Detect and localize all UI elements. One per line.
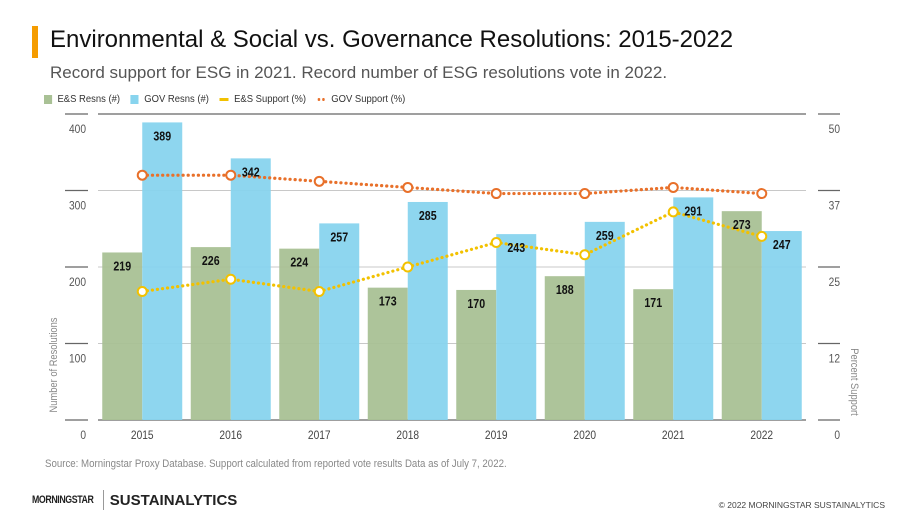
point-gov-support (136, 169, 148, 181)
bar-es-resns (102, 252, 143, 420)
legend-swatch-es-resns (44, 94, 53, 104)
y-axis-label: Number of Resolutions (48, 318, 60, 413)
y2-tick-label: 0 (834, 429, 840, 442)
y-tick-label: 300 (69, 200, 86, 213)
x-tick-label: 2016 (219, 429, 242, 442)
source-note: Source: Morningstar Proxy Database. Supp… (45, 458, 507, 470)
bar-gov-resns (407, 201, 448, 420)
data-label-gov-resns: 291 (684, 205, 702, 219)
logo-divider (102, 490, 104, 510)
bar-gov-resns (584, 221, 625, 420)
point-gov-support (402, 181, 414, 193)
point-es-support (490, 237, 502, 249)
data-labels: 219 226 224 173 170 188 171 273 389 342 257 285 243 2… (113, 130, 790, 312)
bar-es-resns (633, 289, 674, 420)
legend-label: GOV Support (%) (331, 93, 406, 105)
bar-es-resns (544, 276, 585, 420)
legend-item-gov-support: GOV Support (%) (316, 93, 406, 105)
bar-gov-resns (230, 158, 271, 420)
bar-es-resns (456, 289, 497, 420)
point-gov-support (667, 181, 679, 193)
data-label-es-resns: 219 (113, 260, 131, 274)
bar-es-resns (367, 287, 408, 420)
point-es-support (313, 285, 325, 297)
bars (102, 122, 802, 420)
bar-gov-resns (142, 122, 183, 420)
legend-swatch-es-support (219, 97, 229, 101)
x-tick-label: 2020 (573, 429, 596, 442)
data-label-es-resns: 224 (290, 256, 308, 270)
point-es-support (756, 230, 768, 242)
data-label-es-resns: 273 (733, 218, 751, 232)
bar-es-resns (279, 248, 320, 420)
point-gov-support (313, 175, 325, 187)
legend-item-gov-resns: GOV Resns (#) (130, 93, 209, 105)
morningstar-logo: MORNINGSTAR (32, 494, 94, 506)
x-tick-label: 2018 (396, 429, 419, 442)
y2-tick-label: 12 (829, 353, 840, 366)
data-label-es-resns: 226 (202, 254, 220, 268)
point-gov-support (490, 188, 502, 200)
legend: E&S Resns (#) GOV Resns (#) E&S Support … (44, 93, 405, 105)
point-gov-support (756, 188, 768, 200)
data-label-gov-resns: 285 (419, 209, 437, 223)
data-label-gov-resns: 257 (330, 231, 348, 245)
bar-es-resns (721, 211, 762, 420)
y-tick-label: 400 (69, 123, 86, 136)
chart-title: Environmental & Social vs. Governance Re… (50, 26, 734, 53)
data-label-es-resns: 171 (644, 296, 662, 310)
x-tick-label: 2017 (308, 429, 331, 442)
brand-logo: MORNINGSTAR SUSTAINALYTICS (32, 490, 237, 510)
support-lines (136, 169, 768, 297)
data-label-es-resns: 170 (467, 297, 485, 311)
y2-tick-label: 50 (829, 123, 840, 136)
point-gov-support (225, 169, 237, 181)
data-label-es-resns: 188 (556, 283, 574, 297)
data-label-gov-resns: 247 (773, 238, 791, 252)
legend-label: E&S Resns (#) (57, 93, 121, 105)
copyright: © 2022 MORNINGSTAR SUSTAINALYTICS (718, 500, 885, 510)
data-label-es-resns: 173 (379, 295, 397, 309)
legend-item-es-resns: E&S Resns (#) (44, 93, 120, 105)
point-es-support (136, 285, 148, 297)
y2-tick-label: 37 (829, 200, 840, 213)
x-tick-label: 2015 (131, 429, 154, 442)
x-tick-label: 2021 (662, 429, 685, 442)
point-gov-support (579, 188, 591, 200)
point-es-support (667, 206, 679, 218)
bar-gov-resns (496, 234, 537, 420)
y2-tick-label: 25 (829, 276, 840, 289)
legend-label: GOV Resns (#) (144, 93, 209, 105)
y2-axis-label: Percent Support (848, 348, 860, 416)
legend-label: E&S Support (%) (234, 93, 307, 105)
data-label-gov-resns: 259 (596, 229, 614, 243)
sustainalytics-logo: SUSTAINALYTICS (109, 491, 238, 509)
data-label-gov-resns: 243 (507, 241, 525, 255)
y-tick-label: 100 (69, 353, 86, 366)
legend-item-es-support: E&S Support (%) (219, 93, 307, 105)
y-tick-label: 200 (69, 276, 86, 289)
line-es-support (140, 210, 764, 294)
x-tick-label: 2022 (750, 429, 773, 442)
bar-gov-resns (761, 231, 802, 420)
legend-swatch-gov-support (316, 97, 326, 101)
data-label-gov-resns: 389 (153, 130, 171, 144)
point-es-support (225, 273, 237, 285)
title-accent-bar (32, 26, 38, 58)
bar-gov-resns (673, 197, 714, 420)
line-gov-support (140, 173, 764, 196)
data-label-gov-resns: 342 (242, 166, 260, 180)
chart-subtitle: Record support for ESG in 2021. Record n… (50, 63, 668, 82)
legend-swatch-gov-resns (130, 94, 139, 104)
point-es-support (402, 261, 414, 273)
bar-gov-resns (319, 223, 360, 420)
bar-es-resns (190, 247, 231, 420)
x-tick-label: 2019 (485, 429, 508, 442)
point-es-support (579, 249, 591, 261)
y-tick-label: 0 (80, 429, 86, 442)
axes: 0 0 100 12 200 25 300 37 400 50 2015 2016 2017 2018 20… (65, 113, 840, 442)
